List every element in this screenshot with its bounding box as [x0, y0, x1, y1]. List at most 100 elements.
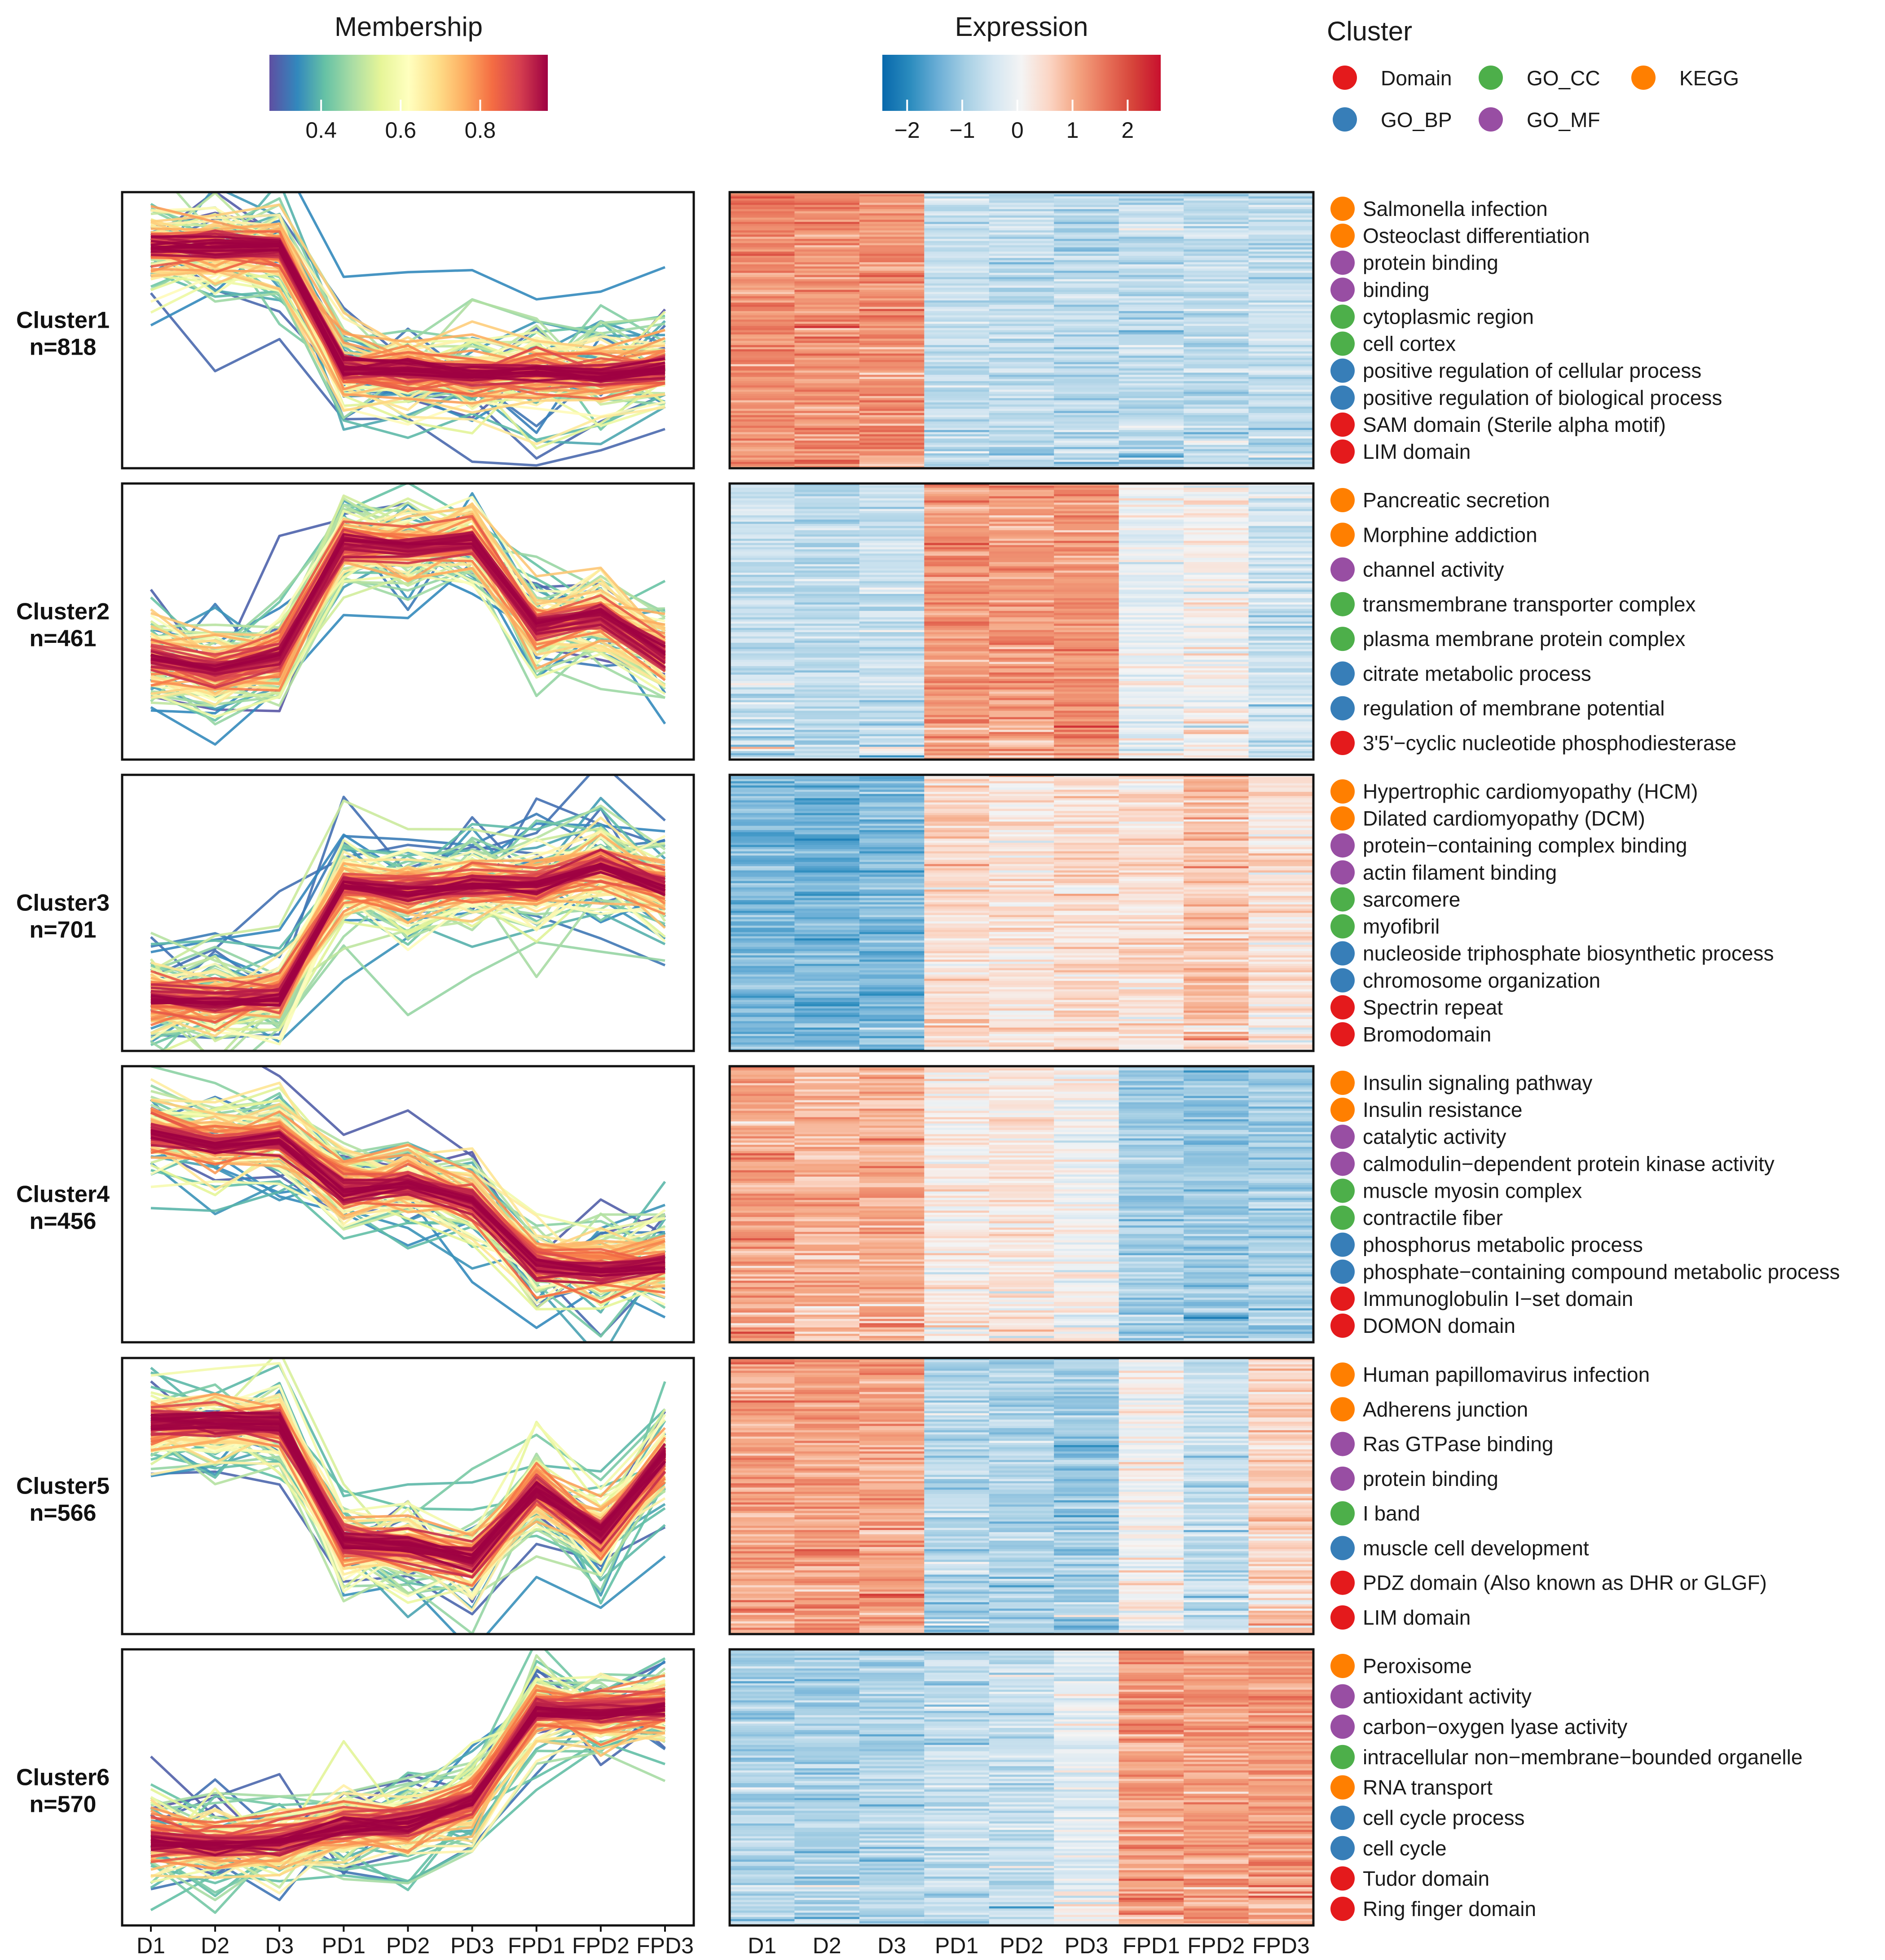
gene-profile-line — [150, 270, 666, 441]
heatmap-cell — [1248, 836, 1314, 839]
heatmap-cell — [1054, 453, 1119, 456]
heatmap-cell — [1184, 887, 1249, 890]
heatmap-cell — [730, 1251, 795, 1253]
heatmap-cell — [859, 983, 925, 985]
heatmap-cell — [924, 953, 990, 956]
heatmap-cell — [1119, 698, 1184, 701]
heatmap-cell — [794, 725, 860, 728]
heatmap-cell — [1184, 951, 1249, 954]
heatmap-cell — [989, 417, 1054, 420]
heatmap-cell — [924, 281, 990, 284]
heatmap-cell — [1119, 875, 1184, 877]
heatmap-cell — [989, 598, 1054, 601]
heatmap-cell — [1054, 681, 1119, 684]
heatmap-cell — [989, 1015, 1054, 1017]
heatmap-cell — [794, 624, 860, 626]
heatmap-cell — [859, 909, 925, 911]
heatmap-cell — [859, 1072, 925, 1075]
heatmap-cell — [924, 744, 990, 747]
heatmap-cell — [859, 806, 925, 809]
heatmap-cell — [989, 1138, 1054, 1141]
heatmap-cell — [1184, 609, 1249, 611]
heatmap-cell — [794, 1280, 860, 1283]
heatmap-cell — [1054, 1011, 1119, 1013]
heatmap-cell — [1248, 611, 1314, 614]
heatmap-cell — [1119, 817, 1184, 820]
heatmap-cell — [1119, 490, 1184, 492]
heatmap-cell — [989, 594, 1054, 597]
heatmap-cell — [730, 870, 795, 873]
heatmap-cell — [1248, 951, 1314, 954]
heatmap-cell — [989, 387, 1054, 390]
heatmap-cell — [1119, 328, 1184, 331]
heatmap-cell — [1248, 457, 1314, 460]
heatmap-cell — [1248, 319, 1314, 322]
heatmap-cell — [924, 517, 990, 520]
heatmap-cell — [989, 383, 1054, 386]
heatmap-cell — [989, 1261, 1054, 1264]
heatmap-cell — [859, 592, 925, 594]
heatmap-cell — [1054, 719, 1119, 722]
heatmap-cell — [1054, 358, 1119, 360]
heatmap-cell — [1248, 564, 1314, 567]
heatmap-cell — [989, 1244, 1054, 1247]
heatmap-cell — [859, 547, 925, 550]
heatmap-cell — [989, 717, 1054, 720]
heatmap-cell — [794, 845, 860, 848]
heatmap-cell — [859, 653, 925, 656]
heatmap-cell — [859, 674, 925, 677]
heatmap-cell — [730, 985, 795, 988]
heatmap-cell — [794, 492, 860, 495]
heatmap-cell — [989, 1253, 1054, 1256]
heatmap-cell — [1054, 1223, 1119, 1226]
heatmap-cell — [794, 1128, 860, 1130]
heatmap-cell — [859, 398, 925, 401]
heatmap-cell — [924, 791, 990, 795]
expression-tick-label: 1 — [1066, 118, 1079, 143]
heatmap-cell — [859, 317, 925, 320]
heatmap-cell — [924, 300, 990, 303]
heatmap-cell — [859, 1164, 925, 1166]
expression-heatmap — [730, 1066, 1314, 1343]
heatmap-cell — [1184, 507, 1249, 510]
heatmap-cell — [730, 927, 795, 930]
heatmap-cell — [1054, 1077, 1119, 1079]
heatmap-cell — [859, 251, 925, 254]
profile-panel-border — [121, 773, 695, 1052]
heatmap-cell — [924, 277, 990, 280]
heatmap-cell — [1184, 898, 1249, 901]
heatmap-cell — [1184, 861, 1249, 865]
heatmap-cell — [1184, 268, 1249, 271]
heatmap-cell — [1248, 409, 1314, 411]
heatmap-cell — [1248, 728, 1314, 730]
heatmap-cell — [794, 940, 860, 943]
heatmap-cell — [924, 509, 990, 512]
heatmap-cell — [859, 1291, 925, 1294]
heatmap-cell — [730, 1221, 795, 1224]
heatmap-cell — [1054, 1006, 1119, 1009]
heatmap-cell — [794, 893, 860, 897]
heatmap-cell — [989, 934, 1054, 937]
heatmap-cell — [859, 1102, 925, 1105]
heatmap-cell — [859, 572, 925, 576]
heatmap-cell — [859, 1161, 925, 1165]
heatmap-cell — [794, 1187, 860, 1190]
heatmap-cell — [794, 902, 860, 905]
heatmap-cell — [730, 917, 795, 920]
heatmap-cell — [989, 307, 1054, 309]
heatmap-cell — [794, 224, 860, 227]
heatmap-cell — [1248, 290, 1314, 292]
heatmap-cell — [859, 1334, 925, 1336]
heatmap-cell — [924, 1174, 990, 1177]
heatmap-cell — [730, 543, 795, 545]
heatmap-cell — [1184, 1034, 1249, 1037]
gene-profile-line — [150, 249, 665, 382]
heatmap-cell — [859, 534, 925, 537]
heatmap-cell — [924, 296, 990, 299]
heatmap-cell — [1248, 987, 1314, 990]
heatmap-cell — [924, 1255, 990, 1258]
heatmap-cell — [794, 851, 860, 854]
heatmap-cell — [730, 1300, 795, 1302]
heatmap-cell — [1054, 243, 1119, 246]
heatmap-cell — [1054, 409, 1119, 411]
